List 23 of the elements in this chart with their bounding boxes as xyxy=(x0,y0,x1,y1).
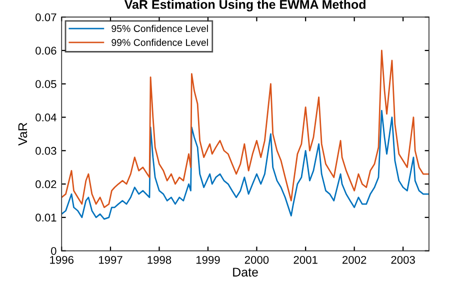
y-tick-label: 0.04 xyxy=(36,114,56,122)
x-axis-title: Date xyxy=(233,268,258,277)
y-tick-label: 0.02 xyxy=(36,180,56,188)
x-tick-label: 2001 xyxy=(294,256,318,264)
legend-label: 99% Confidence Level xyxy=(112,38,208,46)
x-tick-label: 2002 xyxy=(342,256,366,264)
x-tick-label: 1998 xyxy=(148,256,172,264)
y-axis-title: VaR xyxy=(18,122,28,146)
chart-title: VaR Estimation Using the EWMA Method xyxy=(124,0,366,12)
x-tick-label: 2003 xyxy=(391,256,415,264)
y-tick-label: 0.03 xyxy=(36,146,56,155)
legend-label: 95% Confidence Level xyxy=(112,24,208,32)
y-tick-label: 0.05 xyxy=(36,80,56,88)
x-tick-label: 1996 xyxy=(50,256,74,264)
x-tick-label: 2000 xyxy=(244,256,269,264)
y-tick-label: 0 xyxy=(51,247,56,255)
x-tick-label: 1997 xyxy=(98,256,122,264)
y-tick-label: 0.01 xyxy=(36,214,56,222)
x-tick-label: 1999 xyxy=(196,256,220,264)
line-series xyxy=(62,50,429,208)
y-tick-label: 0.06 xyxy=(36,46,56,55)
line-series xyxy=(62,110,429,220)
y-tick-label: 0.07 xyxy=(36,13,56,22)
